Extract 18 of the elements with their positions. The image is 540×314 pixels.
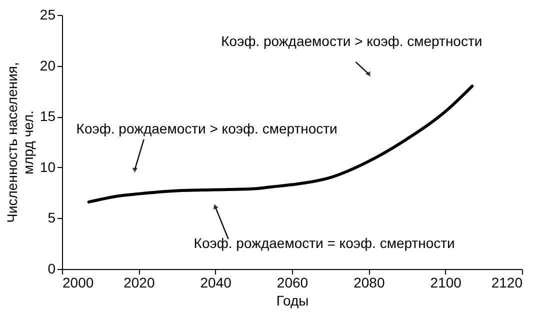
y-tick-label: 15	[40, 108, 56, 124]
x-tick-label: 2040	[200, 274, 232, 290]
x-tick-label: 2080	[354, 274, 385, 290]
y-tick-label: 0	[48, 260, 56, 276]
y-tick-label: 20	[40, 57, 56, 74]
x-tick-label: 2120	[491, 274, 523, 290]
y-tick-label: 5	[48, 210, 56, 226]
y-tick-label: 25	[40, 6, 56, 22]
x-tick-label: 2100	[430, 274, 462, 290]
x-tick-label: 2060	[276, 274, 308, 290]
x-tick-label: 2000	[62, 274, 94, 290]
annotation: Коэф. рождаемости = коэф. смертности	[194, 235, 455, 252]
annotation: Коэф. рождаемости > коэф. смертности	[76, 120, 338, 136]
x-tick-label: 2020	[124, 274, 155, 290]
x-axis-title: Годы	[276, 292, 309, 308]
annotation: Коэф. рождаемости > коэф. смертности	[221, 32, 482, 49]
y-tick-label: 10	[40, 158, 56, 175]
y-axis-title: Численность населения, млрд чел.	[4, 62, 36, 223]
